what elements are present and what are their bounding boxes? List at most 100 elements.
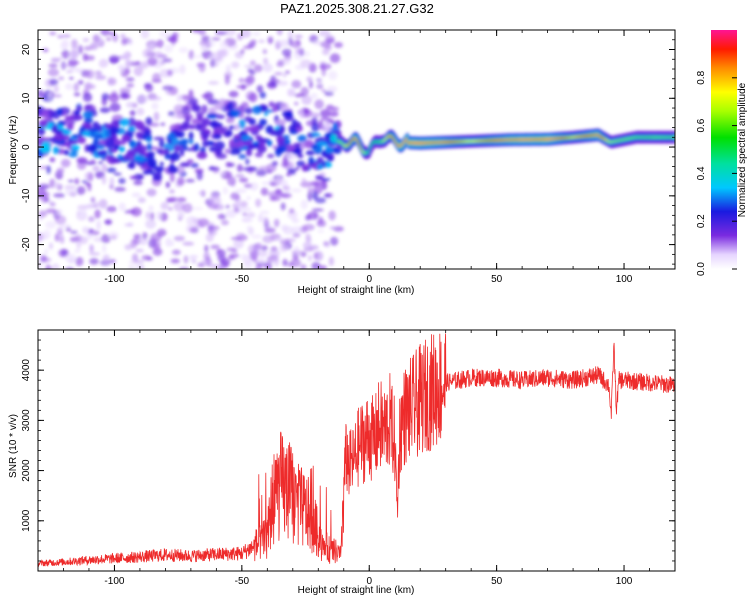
spectrogram-signal-cell	[158, 166, 165, 171]
spectrogram-noise-cell	[130, 207, 142, 217]
spectrogram-noise-cell	[101, 93, 110, 101]
spectrogram-noise-cell	[224, 30, 237, 37]
spectrogram-noise-cell	[300, 181, 313, 188]
spectrogram-noise-cell	[187, 97, 199, 106]
spectrogram-noise-cell	[248, 92, 258, 103]
spectrogram-ylabel: Frequency (Hz)	[8, 116, 19, 185]
spectrogram-signal-cell	[316, 163, 324, 170]
spectrogram-noise-cell	[196, 170, 203, 181]
spectrogram-noise-cell	[238, 118, 246, 129]
spectrogram-noise-cell	[48, 63, 58, 68]
spectrogram-noise-cell	[49, 31, 57, 36]
spectrogram-noise-cell	[176, 164, 185, 175]
spectrogram-noise-cell	[141, 254, 152, 261]
spectrogram-noise-cell	[108, 93, 120, 103]
spectrogram-noise-cell	[98, 198, 108, 209]
spectrogram-noise-cell	[74, 178, 80, 185]
spectrogram-noise-cell	[47, 68, 60, 77]
spectrogram-noise-cell	[305, 233, 311, 242]
spectrogram-noise-cell	[293, 101, 299, 106]
spectrogram-noise-cell	[287, 88, 296, 93]
spectrogram-noise-cell	[162, 58, 173, 63]
spectrogram-noise-cell	[54, 215, 67, 225]
spectrogram-noise-cell	[100, 30, 110, 36]
spectrogram-noise-cell	[156, 228, 167, 237]
spectrogram-noise-cell	[266, 153, 275, 159]
spectrogram-noise-cell	[121, 38, 127, 46]
spectrogram-noise-cell	[255, 198, 262, 208]
spectrogram-noise-cell	[189, 227, 197, 233]
spectrogram-noise-cell	[321, 88, 326, 93]
spectrogram-noise-cell	[244, 107, 253, 115]
spectrogram-noise-cell	[88, 228, 94, 234]
spectrogram-noise-cell	[109, 57, 119, 64]
spectrogram-noise-cell	[225, 209, 237, 219]
spectrogram-noise-cell	[170, 258, 180, 264]
spectrogram-noise-cell	[269, 75, 277, 86]
spectrogram-noise-cell	[54, 181, 61, 189]
spectrogram-noise-cell	[119, 92, 129, 100]
spectrogram-signal-cell	[77, 136, 86, 144]
spectrogram-noise-cell	[274, 119, 286, 126]
spectrogram-noise-cell	[152, 72, 161, 83]
spectrogram-noise-cell	[227, 176, 236, 187]
spectrogram-signal-cell	[289, 130, 299, 135]
spectrogram-noise-cell	[317, 120, 324, 130]
spectrogram-noise-cell	[186, 147, 193, 152]
spectrogram-noise-cell	[43, 196, 50, 203]
spectrogram-noise-cell	[208, 55, 221, 60]
spectrogram-noise-cell	[167, 198, 176, 203]
spectrogram-noise-cell	[281, 48, 292, 57]
spectrogram-signal-cell	[279, 124, 286, 134]
spectrogram-noise-cell	[101, 175, 107, 185]
spectrogram-noise-cell	[49, 157, 56, 163]
spectrogram-noise-cell	[311, 117, 318, 126]
spectrogram-noise-cell	[58, 76, 65, 81]
spectrogram-signal-cell	[308, 156, 315, 165]
spectrogram-signal-cell	[82, 110, 93, 120]
spectrogram-noise-cell	[287, 30, 294, 39]
spectrogram-signal-cell	[146, 137, 152, 143]
spectrogram-noise-cell	[160, 201, 169, 210]
spectrogram-noise-cell	[98, 60, 106, 68]
spectrogram-noise-cell	[106, 167, 117, 173]
spectrogram-noise-cell	[282, 73, 287, 78]
spectrogram-noise-cell	[258, 39, 265, 43]
spectrogram-noise-cell	[176, 177, 185, 186]
spectrogram-noise-cell	[89, 243, 94, 254]
spectrogram-noise-cell	[45, 266, 53, 269]
spectrogram-signal-cell	[156, 149, 162, 154]
spectrogram-noise-cell	[280, 39, 289, 48]
spectrogram-signal-cell	[305, 150, 316, 156]
spectrogram-noise-cell	[176, 197, 187, 203]
spectrogram-noise-cell	[142, 48, 153, 58]
spectrogram-noise-cell	[268, 101, 275, 108]
spectrogram-noise-cell	[308, 80, 314, 89]
spectrogram-noise-cell	[65, 69, 74, 74]
spectrogram-signal-cell	[301, 164, 309, 172]
spectrogram-noise-cell	[329, 226, 336, 230]
spectrogram-signal-cell	[246, 149, 253, 157]
spectrogram-signal-cell	[181, 121, 190, 128]
spectrogram-signal-cell	[121, 134, 131, 142]
spectrogram-noise-cell	[70, 49, 79, 59]
spectrogram-noise-cell	[140, 30, 150, 39]
snr-y-tick-label: 1000	[21, 509, 32, 532]
spectrogram-noise-cell	[133, 66, 144, 77]
spectrogram-noise-cell	[207, 99, 220, 105]
spectrogram-noise-cell	[81, 226, 90, 232]
spectrogram-noise-cell	[38, 210, 48, 218]
spectrogram-noise-cell	[236, 164, 243, 173]
spectrogram-noise-cell	[300, 264, 307, 269]
spectrogram-signal-cell	[315, 175, 324, 180]
colorbar-tick-label: 0.4	[696, 166, 707, 180]
spectrogram-noise-cell	[294, 34, 303, 39]
spectrogram-noise-cell	[226, 247, 236, 252]
spectrogram-noise-cell	[145, 116, 153, 126]
spectrogram-noise-cell	[124, 244, 133, 251]
spectrogram-noise-cell	[135, 61, 141, 65]
spectrogram-signal-cell	[118, 145, 126, 153]
spectrogram-signal-cell	[96, 150, 107, 156]
spectrogram-noise-cell	[262, 235, 274, 244]
